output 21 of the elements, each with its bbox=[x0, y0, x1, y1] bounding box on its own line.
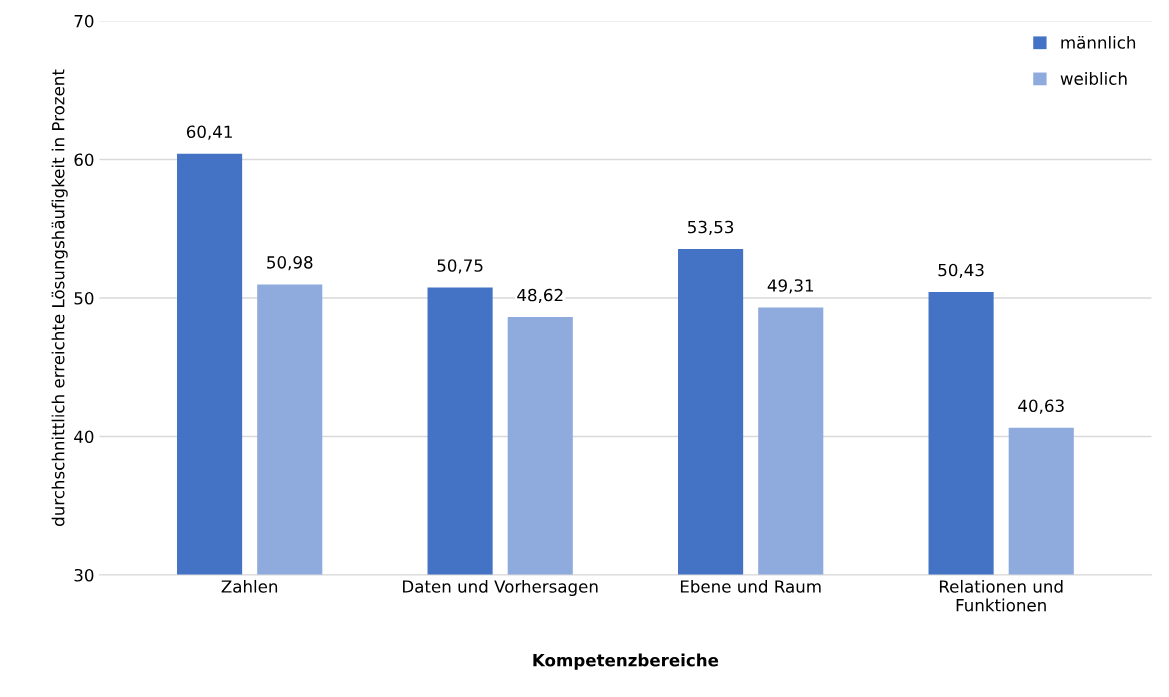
y-tick-label: 40 bbox=[74, 430, 94, 444]
y-tick-label: 70 bbox=[74, 14, 94, 28]
x-tick-label: Ebene und Raum bbox=[680, 579, 821, 593]
data-label: 53,53 bbox=[688, 220, 734, 236]
x-tick-label: Daten und Vorhersagen bbox=[403, 579, 598, 597]
x-axis-title: Kompetenzbereiche bbox=[533, 653, 719, 670]
legend-label: weiblich bbox=[1060, 72, 1127, 85]
y-tick-label: 30 bbox=[74, 568, 94, 582]
y-axis-title: durchschnittlich erreichte Lösungshäufigkeit in Prozent bbox=[51, 69, 68, 526]
data-label: 50,43 bbox=[938, 263, 984, 278]
data-label: 50,75 bbox=[437, 259, 483, 274]
y-tick-label: 50 bbox=[74, 291, 94, 305]
data-label: 48,62 bbox=[517, 288, 563, 304]
data-label: 50,98 bbox=[267, 256, 313, 271]
y-tick-label: 60 bbox=[74, 153, 94, 167]
x-tick-label: Relationen und Funktionen bbox=[939, 579, 1063, 612]
data-label: 49,31 bbox=[767, 279, 814, 294]
x-tick-label: Zahlen bbox=[221, 579, 278, 593]
legend-label: männlich bbox=[1061, 35, 1136, 49]
data-label: 40,63 bbox=[1018, 399, 1064, 414]
data-label: 60,41 bbox=[186, 125, 232, 140]
